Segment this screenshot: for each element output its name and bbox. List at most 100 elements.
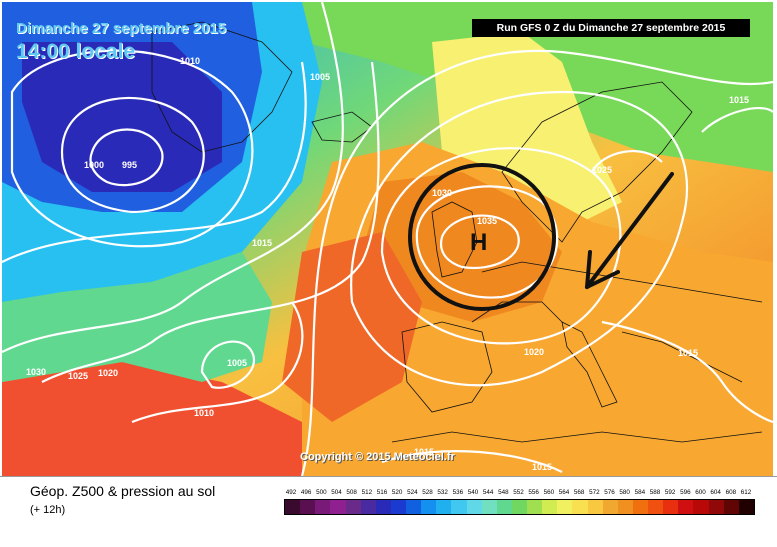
coast-iceland [311, 111, 373, 143]
scale-label: 540 [467, 489, 479, 496]
scale-swatch [436, 500, 452, 514]
field-deep-blue-low [22, 42, 222, 192]
forecast-date: Dimanche 27 septembre 2015 [16, 20, 227, 37]
scale-label: 500 [316, 489, 327, 496]
scale-swatch [466, 500, 482, 514]
scale-label: 532 [437, 489, 448, 496]
isobar-1015-south [381, 450, 563, 473]
scale-label: 584 [634, 489, 646, 496]
isobar-low-mid [60, 96, 205, 214]
coast-greenland [151, 21, 293, 153]
scale-swatch [300, 500, 316, 514]
scale-label: 548 [498, 489, 509, 496]
scale-label: 576 [604, 489, 615, 496]
field-green-west [2, 252, 272, 382]
scale-label: 592 [664, 489, 676, 496]
scale-label: 528 [422, 489, 433, 496]
scale-label: 516 [376, 489, 388, 496]
scale-swatch [617, 500, 633, 514]
scale-swatch [390, 500, 406, 514]
isobar-low-inner [89, 128, 164, 187]
scale-label: 560 [543, 489, 555, 496]
weather-map: 1010 1005 1000 995 1015 1030 1025 1020 1… [2, 2, 773, 476]
scale-label: 612 [740, 489, 752, 496]
scale-swatch [421, 500, 437, 514]
scale-label: 520 [391, 489, 403, 496]
scale-swatch [375, 500, 391, 514]
scale-swatch [511, 500, 527, 514]
scale-label: 552 [513, 489, 524, 496]
scale-swatch [406, 500, 422, 514]
high-pressure-marker: H [470, 229, 487, 256]
scale-swatch [496, 500, 512, 514]
field-red-southwest [2, 362, 302, 476]
isobar-label: 1015 [678, 348, 698, 358]
scale-label: 492 [285, 489, 297, 496]
isobar-label: 1015 [532, 462, 552, 472]
isobar-1015-east [601, 320, 773, 424]
isobars [2, 2, 773, 476]
isobar-label: 1015 [252, 238, 272, 248]
isobar-1020-atlantic [2, 2, 344, 353]
isobar-high-inner [439, 214, 520, 270]
scale-swatch [693, 500, 709, 514]
scale-label: 568 [573, 489, 585, 496]
scale-label: 572 [589, 489, 600, 496]
isobar-high-1030 [415, 185, 559, 299]
coast-scandinavia [501, 81, 693, 243]
coast-british-isles [431, 201, 478, 278]
scale-label: 608 [725, 489, 737, 496]
isobar-label: 1020 [98, 368, 118, 378]
isobar-label: 1015 [729, 95, 749, 105]
scale-label: 508 [346, 489, 357, 496]
scale-swatch [285, 500, 301, 514]
scale-swatch [663, 500, 679, 514]
scale-swatch [527, 500, 543, 514]
color-scale-labels: 492 496 500 504 508 512 516 520 524 528 532 536 540 5… [284, 489, 753, 499]
arrow-shaft [585, 172, 674, 289]
scale-swatch [587, 500, 603, 514]
isobar-label: 1025 [592, 165, 612, 175]
isobar-1025-atlantic [41, 61, 380, 383]
isobar-label: 1030 [26, 367, 46, 377]
isobar-label: 1000 [84, 160, 104, 170]
scale-label: 512 [361, 489, 373, 496]
isobar-1010-south [131, 301, 304, 424]
scale-label: 604 [710, 489, 721, 496]
isobar-label: 995 [122, 160, 137, 170]
isobar-1025-north [591, 150, 663, 173]
scale-swatch [557, 500, 573, 514]
scale-label: 596 [680, 489, 691, 496]
scale-swatch [632, 500, 648, 514]
scale-swatch [542, 500, 558, 514]
forecast-time: 14:00 locale [16, 40, 136, 63]
isobar-label: 1010 [194, 408, 214, 418]
isobar-labels: 1010 1005 1000 995 1015 1030 1025 1020 1… [26, 56, 749, 472]
scale-label: 600 [695, 489, 706, 496]
isobar-1015-north-east [701, 107, 773, 133]
scale-swatch [602, 500, 618, 514]
scale-swatch [708, 500, 724, 514]
isobar-low-outer [10, 49, 254, 248]
scale-label: 564 [558, 489, 570, 496]
scale-swatch [738, 500, 754, 514]
scale-swatch [360, 500, 376, 514]
scale-swatch [723, 500, 739, 514]
isobar-label: 1010 [180, 56, 200, 66]
legend-title: Géop. Z500 & pression au sol [30, 483, 216, 499]
scale-swatch [315, 500, 331, 514]
scale-swatch [678, 500, 694, 514]
isobar-label: 1015 [414, 447, 434, 457]
scale-label: 588 [649, 489, 661, 496]
copyright-text: Copyright © 2015 Meteociel.fr [300, 451, 455, 463]
scale-label: 536 [452, 489, 464, 496]
scale-label: 504 [331, 489, 342, 496]
isobar-label: 1005 [227, 358, 247, 368]
isobar-1015-europe [300, 49, 773, 476]
isobar-label: 1020 [524, 347, 544, 357]
arrow-head-left [585, 250, 592, 289]
scale-label: 556 [528, 489, 539, 496]
color-scale-bar [284, 499, 755, 515]
isobar-label: 1025 [68, 371, 88, 381]
